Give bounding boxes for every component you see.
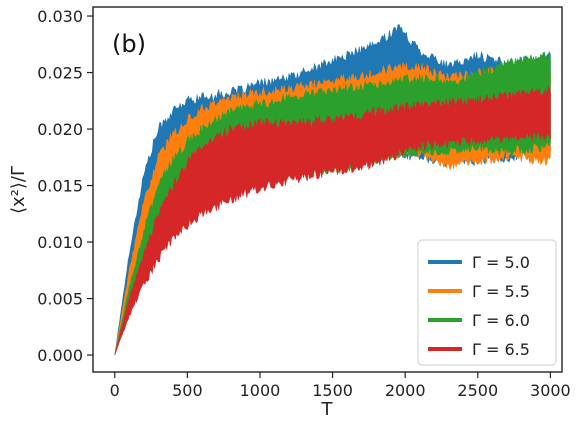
y-axis-label: ⟨x²⟩/Γ bbox=[8, 166, 29, 214]
y-tick-label: 0.000 bbox=[37, 346, 83, 365]
legend-box bbox=[417, 239, 557, 366]
x-tick-label: 3000 bbox=[530, 381, 571, 400]
legend-label: Γ = 5.5 bbox=[472, 282, 530, 301]
y-tick-label: 0.010 bbox=[37, 233, 83, 252]
x-axis-ticks: 0 500 1000 1500 2000 2500 3000 bbox=[110, 372, 571, 400]
data-bands bbox=[114, 24, 551, 356]
y-axis-ticks: 0.000 0.005 0.010 0.015 0.020 0.025 0.030 bbox=[37, 7, 93, 365]
legend-label: Γ = 5.0 bbox=[472, 253, 530, 272]
legend-label: Γ = 6.5 bbox=[472, 340, 530, 359]
x-tick-label: 0 bbox=[110, 381, 120, 400]
legend: Γ = 5.0 Γ = 5.5 Γ = 6.0 Γ = 6.5 bbox=[417, 239, 557, 366]
y-tick-label: 0.030 bbox=[37, 7, 83, 26]
y-tick-label: 0.025 bbox=[37, 64, 83, 83]
x-tick-label: 500 bbox=[172, 381, 203, 400]
y-tick-label: 0.005 bbox=[37, 290, 83, 309]
x-tick-label: 2000 bbox=[385, 381, 426, 400]
legend-label: Γ = 6.0 bbox=[472, 311, 530, 330]
y-tick-label: 0.015 bbox=[37, 177, 83, 196]
x-tick-label: 1500 bbox=[312, 381, 353, 400]
y-tick-label: 0.020 bbox=[37, 120, 83, 139]
x-tick-label: 1000 bbox=[240, 381, 281, 400]
series-band-4 bbox=[114, 85, 551, 356]
plot-frame bbox=[92, 6, 563, 373]
x-axis-label: T bbox=[321, 399, 334, 420]
panel-label: (b) bbox=[112, 30, 146, 58]
x-tick-label: 2500 bbox=[457, 381, 498, 400]
